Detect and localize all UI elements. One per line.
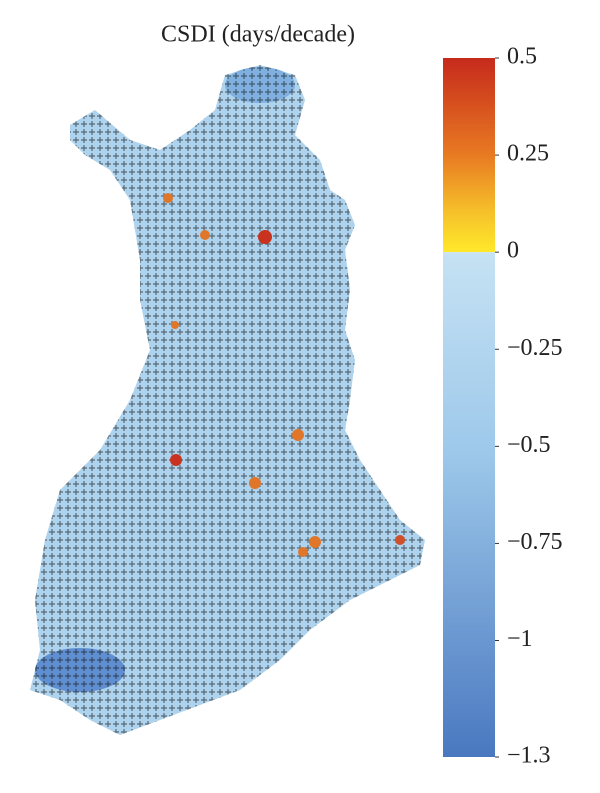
- colorbar-tick-label: 0.25: [507, 141, 549, 167]
- colorbar-tick-label: −1: [507, 626, 533, 652]
- colorbar-tick-label: −0.25: [507, 335, 563, 361]
- colorbar-tick-label: 0: [507, 238, 519, 264]
- colorbar-tick-label: 0.5: [507, 44, 537, 70]
- colorbar-positive: [443, 58, 495, 253]
- colorbar-negative: [443, 252, 495, 757]
- map-title: CSDI (days/decade): [161, 22, 355, 48]
- finland-map: [30, 65, 425, 735]
- colorbar-tick-label: −1.3: [507, 743, 551, 769]
- colorbar-tick-label: −0.5: [507, 432, 551, 458]
- colorbar-tick-label: −0.75: [507, 529, 563, 555]
